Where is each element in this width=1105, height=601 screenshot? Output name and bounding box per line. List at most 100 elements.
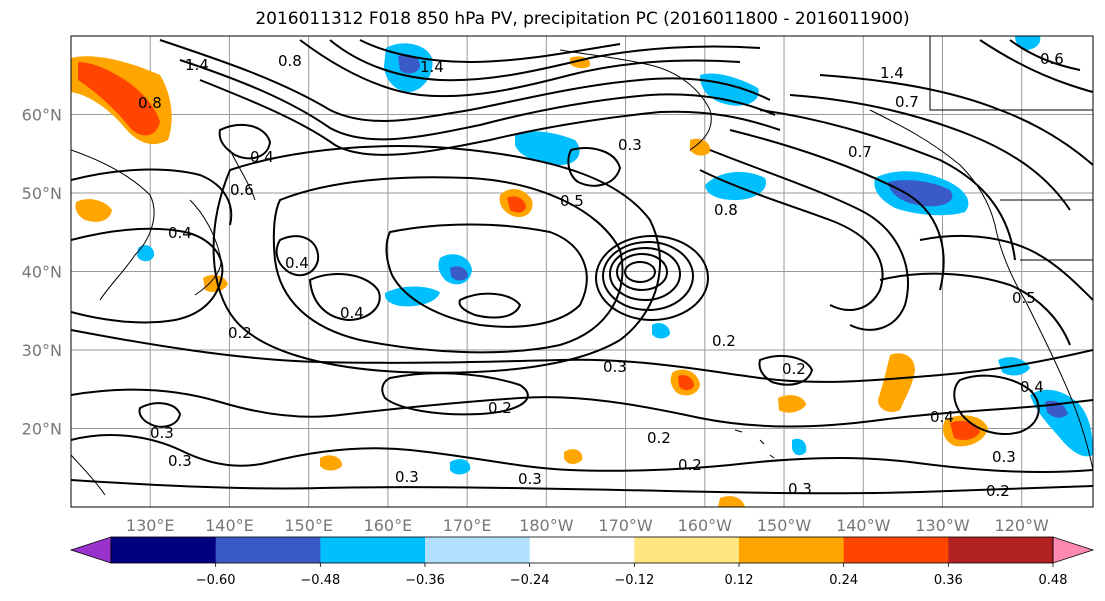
longitude-label: 130°E (126, 516, 175, 535)
contour-label: 0.2 (712, 332, 736, 350)
colorbar-extend-low (69, 536, 112, 564)
contour-label: 0.4 (285, 254, 309, 272)
anomaly-patch (507, 196, 526, 213)
colorbar-tick-label: 0.36 (934, 573, 963, 588)
colorbar-tick-label: 0.12 (725, 573, 754, 588)
map-frame (70, 35, 1094, 508)
longitude-label: 160°E (364, 516, 413, 535)
contour-label: 0.2 (228, 324, 252, 342)
contour-label: 0.8 (278, 52, 302, 70)
colorbar-segment (111, 537, 217, 563)
contour-label: 0.3 (618, 136, 642, 154)
latitude-label: 20°N (22, 420, 62, 439)
colorbar (69, 536, 1095, 564)
anomaly-patch (690, 138, 711, 156)
longitude-label: 130°W (915, 516, 970, 535)
colorbar-segment (529, 537, 635, 563)
colorbar-tick-label: 0.24 (829, 573, 858, 588)
longitude-label: 140°W (836, 516, 891, 535)
colorbar-segment (425, 537, 531, 563)
colorbar-segment (634, 537, 740, 563)
colorbar-tick-label: −0.60 (196, 573, 236, 588)
anomaly-patch (792, 438, 807, 456)
contour-label: 0.5 (1012, 289, 1036, 307)
contour-label: 0.3 (168, 452, 192, 470)
longitude-labels: 130°E 140°E 150°E 160°E 170°E 180°W 170°W 160°W… (126, 516, 1049, 535)
latitude-label: 30°N (22, 341, 62, 360)
map-title: 2016011312 F018 850 hPa PV, precipitatio… (255, 9, 910, 29)
contour-label: 0.3 (992, 448, 1016, 466)
anomaly-patch (450, 266, 468, 281)
colorbar-tick-label: −0.24 (510, 573, 550, 588)
anomaly-patch (1030, 389, 1093, 457)
anomaly-patch (1015, 36, 1041, 50)
longitude-label: 170°E (443, 516, 492, 535)
anomaly-patch (450, 459, 471, 475)
longitude-label: 150°W (757, 516, 812, 535)
anomaly-patch (778, 395, 806, 413)
colorbar-tick-label: −0.48 (300, 573, 340, 588)
longitude-label: 140°E (205, 516, 254, 535)
colorbar-tick-label: −0.12 (614, 573, 654, 588)
contour-label: 1.4 (420, 58, 444, 76)
contour-label: 0.3 (150, 424, 174, 442)
contour-labels: 0.2 0.2 0.2 0.2 0.2 0.2 0.2 0.3 0.3 0.3 … (138, 50, 1064, 500)
colorbar-segment (215, 537, 321, 563)
latitude-label: 50°N (22, 184, 62, 203)
anomaly-patch (398, 54, 420, 74)
anomaly-patch (137, 245, 155, 262)
longitude-label: 160°W (678, 516, 733, 535)
contour-label: 0.4 (250, 148, 274, 166)
contour-label: 0.3 (603, 358, 627, 376)
colorbar-extend-high (1052, 536, 1095, 564)
anomaly-patch (888, 180, 953, 207)
colorbar-segment (948, 537, 1054, 563)
latitude-label: 40°N (22, 263, 62, 282)
latitude-label: 60°N (22, 106, 62, 125)
contour-label: 0.4 (930, 408, 954, 426)
contour-label: 0.2 (678, 456, 702, 474)
anomaly-patch (678, 375, 694, 391)
colorbar-segment (843, 537, 949, 563)
colorbar-segment (739, 537, 845, 563)
contour-label: 0.4 (168, 224, 192, 242)
pv-contours (71, 39, 1093, 495)
contour-label: 0.2 (782, 360, 806, 378)
anomaly-patch (652, 323, 670, 339)
contour-label: 0.2 (647, 429, 671, 447)
contour-label: 1.4 (185, 56, 209, 74)
longitude-label: 150°E (284, 516, 333, 535)
contour-label: 0.4 (1020, 378, 1044, 396)
latitude-labels: 60°N 50°N 40°N 30°N 20°N (22, 106, 62, 439)
colorbar-tick-label: 0.48 (1039, 573, 1068, 588)
anomaly-patch (78, 62, 160, 136)
contour-label: 0.8 (138, 94, 162, 112)
contour-label: 0.7 (848, 143, 872, 161)
colorbar-segment (320, 537, 426, 563)
anomaly-patch (564, 449, 583, 464)
longitude-label: 120°W (995, 516, 1050, 535)
contour-label: 0.3 (518, 470, 542, 488)
colorbar-outline (110, 536, 1054, 564)
contour-label: 0.3 (788, 480, 812, 498)
anomaly-patch (384, 286, 440, 307)
longitude-label: 180°W (519, 516, 574, 535)
anomaly-patch (75, 199, 112, 222)
contour-label: 0.8 (714, 201, 738, 219)
anomaly-patch (515, 131, 580, 165)
contour-label: 0.7 (895, 93, 919, 111)
contour-label: 0.2 (986, 482, 1010, 500)
contour-label: 0.2 (488, 399, 512, 417)
colorbar-tick-label: −0.36 (405, 573, 445, 588)
colorbar-tick-labels: −0.60 −0.48 −0.36 −0.24 −0.12 0.12 0.24 0.36 0.4… (196, 563, 1068, 588)
contour-label: 0.6 (230, 181, 254, 199)
anomaly-patch (878, 353, 915, 412)
anomaly-patch (320, 455, 343, 471)
contour-label: 1.4 (880, 64, 904, 82)
contour-label: 0.6 (1040, 50, 1064, 68)
contour-label: 0.3 (395, 468, 419, 486)
contour-label: 0.5 (560, 192, 584, 210)
longitude-label: 170°W (598, 516, 653, 535)
contour-label: 0.4 (340, 304, 364, 322)
